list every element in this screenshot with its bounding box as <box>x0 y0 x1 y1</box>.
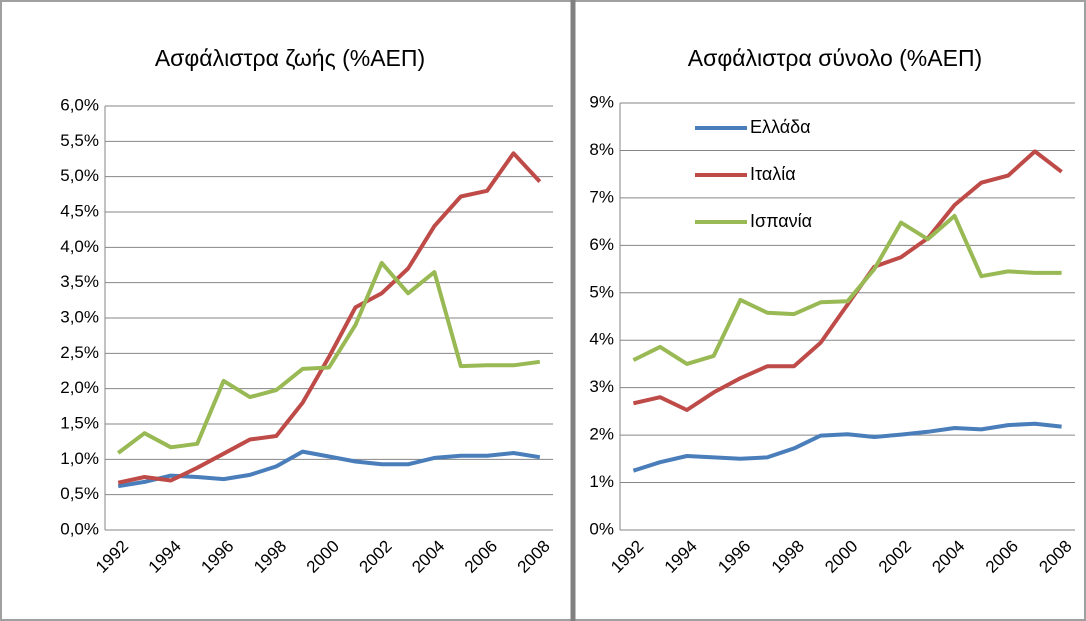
y-tick-label: 2,5% <box>60 343 99 362</box>
y-tick-label: 5,5% <box>60 131 99 150</box>
x-tick-label: 2004 <box>408 537 448 577</box>
y-tick-label: 0,0% <box>60 519 99 538</box>
y-tick-label: 2,0% <box>60 378 99 397</box>
x-tick-label: 1994 <box>661 537 701 577</box>
chart-title: Ασφάλιστρα ζωής (%ΑΕΠ) <box>155 45 425 71</box>
series-line <box>632 149 1063 412</box>
x-tick-label: 1996 <box>197 537 237 577</box>
x-tick-label: 2008 <box>1035 537 1075 577</box>
series-line <box>117 151 542 485</box>
y-tick-label: 4% <box>589 330 614 349</box>
x-tick-label: 2006 <box>982 537 1022 577</box>
y-tick-label: 1,5% <box>60 413 99 432</box>
x-tick-label: 2008 <box>514 537 554 577</box>
y-tick-label: 4,5% <box>60 201 99 220</box>
y-tick-label: 0% <box>589 519 614 538</box>
y-tick-label: 8% <box>589 140 614 159</box>
x-tick-label: 1994 <box>145 537 185 577</box>
y-tick-label: 1% <box>589 472 614 491</box>
y-tick-label: 0,5% <box>60 484 99 503</box>
x-tick-label: 1992 <box>92 537 132 577</box>
x-tick-label: 2000 <box>303 537 343 577</box>
x-tick-label: 2006 <box>461 537 501 577</box>
x-tick-label: 2002 <box>356 537 396 577</box>
y-tick-label: 5% <box>589 282 614 301</box>
legend-label: Ελλάδα <box>750 117 811 137</box>
legend-label: Ισπανία <box>750 211 812 231</box>
y-tick-label: 6,0% <box>60 95 99 114</box>
series-line <box>632 213 1062 366</box>
x-tick-label: 2002 <box>875 537 915 577</box>
y-tick-label: 3,0% <box>60 307 99 326</box>
y-tick-label: 1,0% <box>60 449 99 468</box>
y-tick-label: 2% <box>589 425 614 444</box>
x-tick-label: 2004 <box>928 537 968 577</box>
y-tick-label: 3,5% <box>60 272 99 291</box>
x-tick-label: 1998 <box>250 537 290 577</box>
y-tick-label: 9% <box>589 92 614 111</box>
y-tick-label: 3% <box>589 377 614 396</box>
x-tick-label: 1992 <box>607 537 647 577</box>
y-tick-label: 5,0% <box>60 166 99 185</box>
y-tick-label: 4,0% <box>60 237 99 256</box>
series-line <box>116 260 541 455</box>
chart-title: Ασφάλιστρα σύνολο (%ΑΕΠ) <box>688 45 982 71</box>
y-tick-label: 7% <box>589 187 614 206</box>
series-line <box>117 449 541 489</box>
x-tick-label: 1998 <box>768 537 808 577</box>
x-tick-label: 1996 <box>714 537 754 577</box>
series-line <box>632 421 1062 473</box>
y-tick-label: 6% <box>589 235 614 254</box>
x-tick-label: 2000 <box>821 537 861 577</box>
legend-label: Ιταλία <box>750 164 796 184</box>
